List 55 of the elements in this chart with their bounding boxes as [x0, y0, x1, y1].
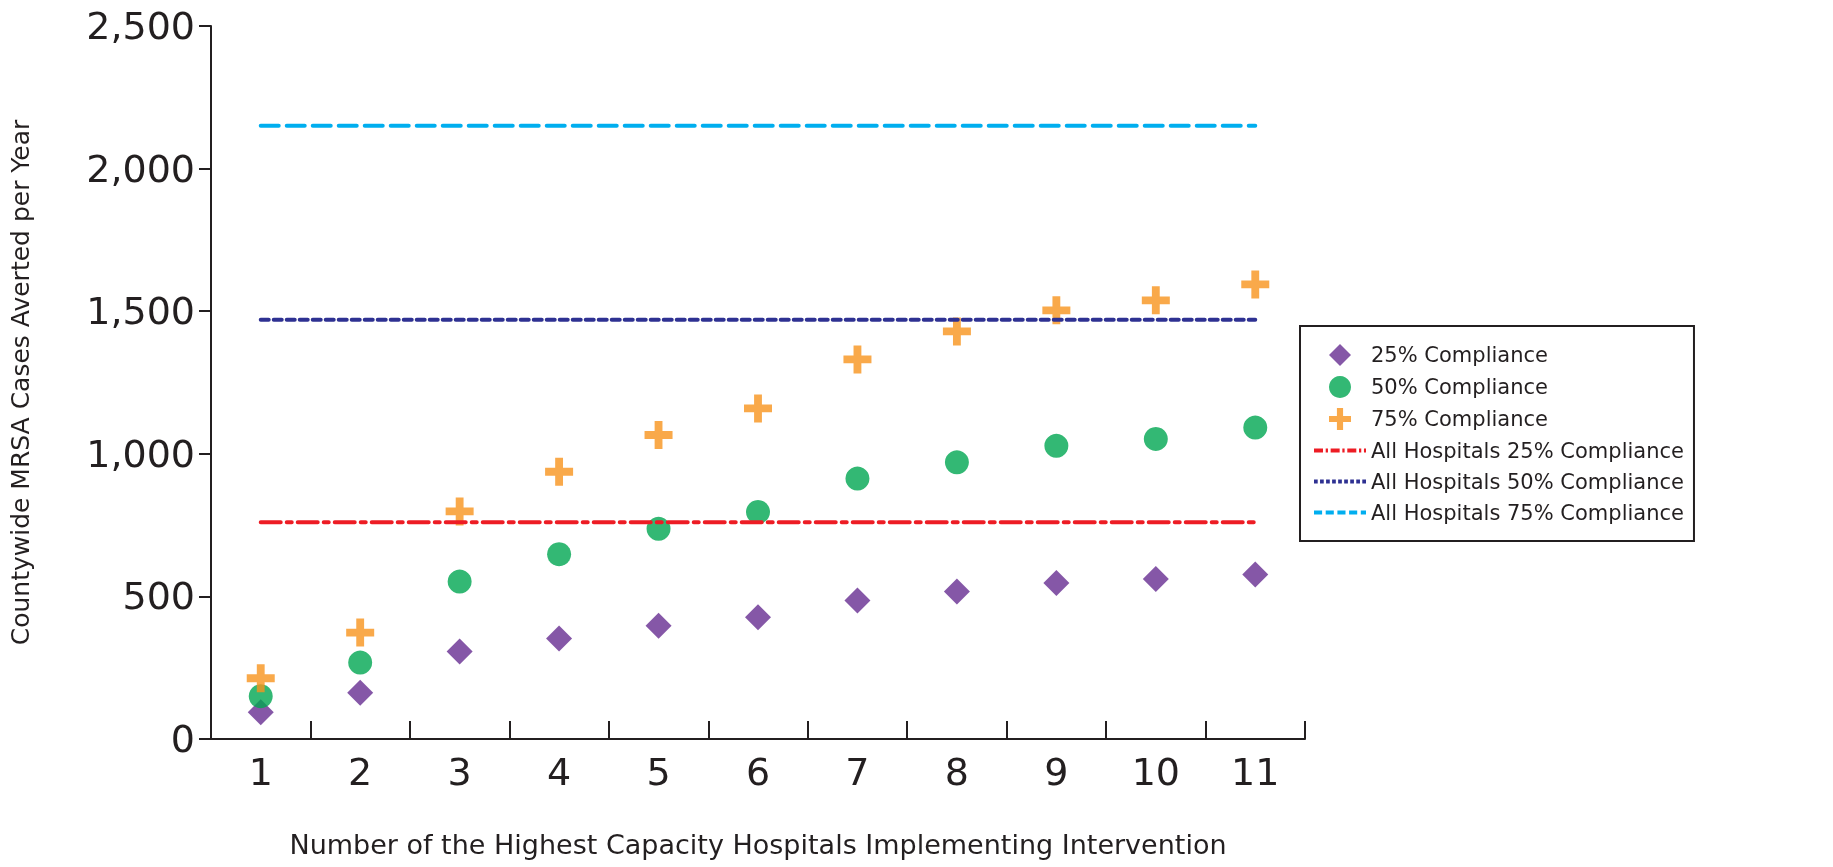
point: [1141, 286, 1170, 315]
point: [746, 499, 770, 524]
point: [1243, 415, 1268, 440]
point: [246, 664, 275, 693]
y-tick-label: 1,000: [86, 431, 195, 476]
x-tick-label: 8: [944, 750, 969, 794]
y-axis-title: Countywide MRSA Cases Averted per Year: [6, 118, 35, 646]
x-tick-label: 10: [1131, 750, 1180, 794]
point: [844, 587, 871, 614]
x-tick-label: 1: [248, 750, 273, 794]
point: [1241, 270, 1270, 299]
y-tick-label: 500: [122, 574, 195, 619]
point: [348, 650, 373, 675]
point: [1143, 426, 1168, 451]
x-tick-label: 11: [1231, 750, 1280, 794]
point: [1142, 566, 1169, 592]
point: [1044, 433, 1069, 458]
point: [545, 457, 574, 486]
y-tick-label: 2,000: [86, 146, 195, 191]
point: [446, 638, 473, 665]
point: [745, 604, 771, 631]
point: [843, 345, 872, 374]
legend-label: 25% Compliance: [1371, 343, 1548, 367]
point: [845, 466, 870, 491]
point: [1242, 561, 1269, 588]
x-tick-label: 2: [348, 750, 373, 794]
legend-label: 75% Compliance: [1371, 407, 1548, 431]
point: [942, 317, 971, 346]
legend-label: 50% Compliance: [1371, 375, 1548, 399]
point: [347, 679, 374, 706]
x-tick-label: 4: [547, 750, 572, 794]
x-tick-label: 6: [745, 750, 771, 794]
legend-label: All Hospitals 25% Compliance: [1371, 438, 1684, 463]
y-tick-label: 2,500: [86, 4, 195, 48]
point: [1043, 570, 1070, 596]
point: [744, 394, 772, 423]
point: [1042, 296, 1071, 325]
x-axis-title: Number of the Highest Capacity Hospitals Implementing Intervention: [289, 829, 1227, 860]
x-tick-label: 5: [646, 750, 671, 794]
point: [944, 450, 969, 475]
point: [445, 497, 474, 526]
legend-label: All Hospitals 50% Compliance: [1371, 469, 1684, 494]
y-tick-label: 1,500: [86, 289, 195, 334]
point: [943, 578, 970, 605]
x-tick-label: 7: [845, 750, 870, 794]
point: [644, 420, 673, 449]
x-tick-label: 9: [1044, 750, 1069, 794]
point: [447, 569, 472, 594]
point: [645, 612, 672, 639]
point: [547, 542, 572, 567]
legend-label: All Hospitals 75% Compliance: [1371, 500, 1684, 525]
x-tick-label: 3: [447, 750, 472, 794]
point: [546, 625, 573, 652]
point: [346, 618, 375, 647]
y-tick-label: 0: [170, 717, 195, 761]
